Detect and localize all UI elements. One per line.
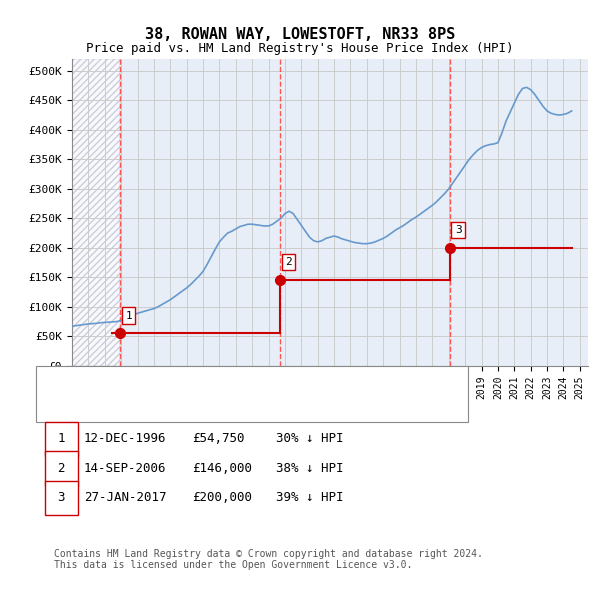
- Text: ────: ────: [57, 378, 89, 391]
- Text: 1: 1: [58, 432, 65, 445]
- Text: HPI: Average price, detached house, East Suffolk: HPI: Average price, detached house, East…: [87, 399, 411, 409]
- Text: £146,000: £146,000: [192, 462, 252, 475]
- Text: 3: 3: [455, 225, 461, 235]
- Text: £54,750: £54,750: [192, 432, 245, 445]
- Text: 12-DEC-1996: 12-DEC-1996: [84, 432, 167, 445]
- Text: 38, ROWAN WAY, LOWESTOFT, NR33 8PS (detached house): 38, ROWAN WAY, LOWESTOFT, NR33 8PS (deta…: [89, 380, 433, 389]
- Text: HPI: Average price, detached house, East Suffolk: HPI: Average price, detached house, East…: [89, 399, 413, 409]
- Text: Contains HM Land Registry data © Crown copyright and database right 2024.
This d: Contains HM Land Registry data © Crown c…: [54, 549, 483, 571]
- Text: 39% ↓ HPI: 39% ↓ HPI: [276, 491, 343, 504]
- Text: 38, ROWAN WAY, LOWESTOFT, NR33 8PS (detached house): 38, ROWAN WAY, LOWESTOFT, NR33 8PS (deta…: [87, 382, 431, 391]
- Text: 38, ROWAN WAY, LOWESTOFT, NR33 8PS: 38, ROWAN WAY, LOWESTOFT, NR33 8PS: [145, 27, 455, 41]
- Text: 2: 2: [285, 257, 292, 267]
- Text: 30% ↓ HPI: 30% ↓ HPI: [276, 432, 343, 445]
- Text: Price paid vs. HM Land Registry's House Price Index (HPI): Price paid vs. HM Land Registry's House …: [86, 42, 514, 55]
- Text: 38% ↓ HPI: 38% ↓ HPI: [276, 462, 343, 475]
- Text: 1: 1: [125, 311, 132, 321]
- Text: 14-SEP-2006: 14-SEP-2006: [84, 462, 167, 475]
- Text: £200,000: £200,000: [192, 491, 252, 504]
- Text: 27-JAN-2017: 27-JAN-2017: [84, 491, 167, 504]
- Text: 2: 2: [58, 462, 65, 475]
- Text: ────: ────: [57, 398, 89, 411]
- Bar: [72, 59, 121, 366]
- Text: ─────: ─────: [54, 380, 91, 393]
- Text: 3: 3: [58, 491, 65, 504]
- Text: ─────: ─────: [54, 398, 91, 411]
